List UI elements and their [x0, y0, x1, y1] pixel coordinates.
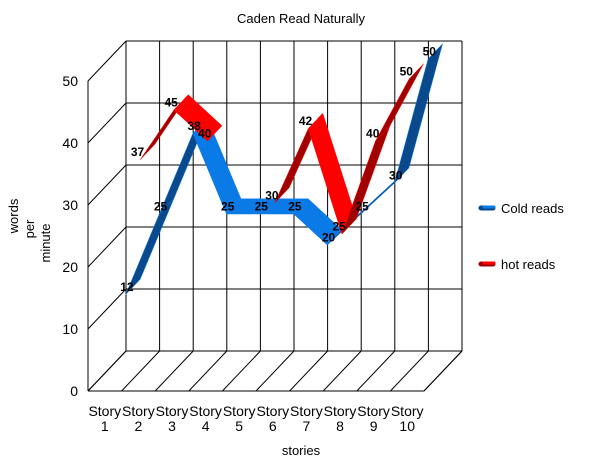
- y-tick-label: 0: [70, 383, 78, 399]
- gridline: [87, 40, 127, 82]
- data-label: 50: [400, 64, 414, 78]
- data-label: 50: [423, 44, 437, 58]
- x-axis-title: stories: [282, 443, 321, 458]
- x-tick-label: Story 10: [391, 403, 424, 434]
- gridline: [390, 350, 429, 392]
- x-tick-label: Story 3: [156, 403, 189, 434]
- y-tick-label: 30: [62, 197, 78, 213]
- y-axis-title: minute: [38, 223, 53, 262]
- gridline: [322, 350, 362, 392]
- data-label: 25: [154, 199, 168, 213]
- gridline: [87, 226, 127, 268]
- series-segment: [341, 125, 391, 235]
- x-tick-label: Story 4: [189, 403, 222, 434]
- data-label: 38: [187, 119, 201, 133]
- data-label: 30: [265, 188, 279, 202]
- data-label: 25: [255, 199, 269, 213]
- gridline: [154, 350, 194, 392]
- x-tick-label: Story 2: [122, 403, 155, 434]
- data-label: 40: [366, 126, 380, 140]
- x-tick-label: Story 6: [256, 403, 289, 434]
- data-label: 25: [221, 199, 235, 213]
- x-tick-label: Story 9: [357, 403, 390, 434]
- y-tick-label: 20: [62, 259, 78, 275]
- data-label: 40: [198, 126, 212, 140]
- chart-legend: Cold reads hot reads: [478, 201, 564, 272]
- data-label: 45: [164, 95, 178, 109]
- chart-title: Caden Read Naturally: [237, 11, 365, 26]
- series-segment: [394, 43, 443, 184]
- gridline: [87, 102, 127, 144]
- gridline: [356, 350, 396, 392]
- series-segment: [173, 94, 223, 142]
- series-hot-reads: [140, 63, 424, 235]
- floor-edge: [423, 350, 463, 392]
- x-tick-label: Story 5: [223, 403, 256, 434]
- x-tick-label: Story 8: [324, 403, 357, 434]
- data-label: 42: [299, 114, 313, 128]
- data-label: 25: [288, 199, 302, 213]
- y-axis-title: per: [22, 219, 37, 238]
- gridline: [289, 350, 328, 392]
- data-label: 37: [131, 145, 145, 159]
- gridline: [87, 164, 127, 206]
- x-tick-label: Story 7: [290, 403, 323, 434]
- y-tick-label: 40: [62, 135, 78, 151]
- y-tick-label: 50: [62, 73, 78, 89]
- data-label: 30: [389, 168, 403, 182]
- gridline: [255, 350, 295, 392]
- gridline: [87, 288, 127, 330]
- x-tick-label: Story 1: [88, 403, 121, 434]
- gridline: [87, 350, 127, 392]
- chart-grid: [87, 40, 463, 392]
- gridline: [222, 350, 261, 392]
- data-label: 12: [120, 280, 134, 294]
- data-label: 25: [355, 199, 369, 213]
- gridline: [188, 350, 228, 392]
- legend-label: hot reads: [501, 257, 556, 272]
- series-segment: [375, 63, 424, 142]
- y-axis-title: words: [6, 198, 21, 234]
- chart-series: [125, 43, 443, 295]
- gridline: [121, 350, 160, 392]
- data-label: 20: [322, 230, 336, 244]
- data-label: 25: [332, 219, 346, 233]
- legend-label: Cold reads: [501, 201, 564, 216]
- y-tick-label: 10: [62, 321, 78, 337]
